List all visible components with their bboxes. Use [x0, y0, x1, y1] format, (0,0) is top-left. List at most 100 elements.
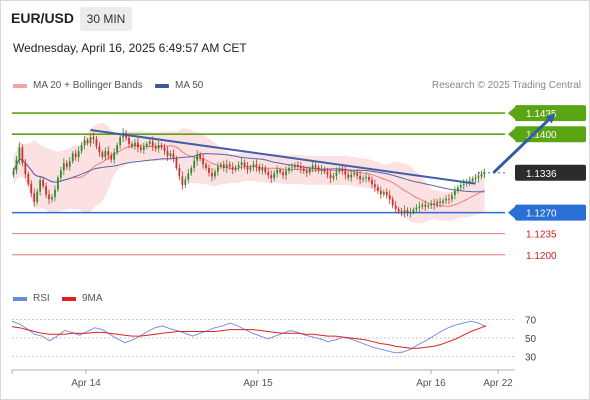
level-label-1-1270: 1.1270 [526, 209, 557, 220]
candle-body [89, 137, 92, 144]
candle-body [317, 167, 320, 171]
candle-body [462, 183, 465, 185]
candle-body [305, 171, 308, 173]
level-tag-pointer [508, 107, 515, 120]
timeframe-button[interactable]: 30 MIN [80, 7, 132, 31]
level-label-1-1235: 1.1235 [526, 230, 557, 241]
level-tag-1-1336 [515, 164, 586, 181]
candle-body [264, 167, 267, 173]
candle-body [27, 174, 30, 184]
candle-body [18, 147, 21, 160]
candle-body [338, 169, 341, 172]
candle-body [433, 203, 436, 205]
ma20-swatch [13, 83, 27, 88]
candle-body [219, 164, 222, 167]
candle-body [406, 210, 409, 214]
candle-body [285, 171, 287, 176]
candle-body [77, 151, 80, 158]
candle-body [291, 167, 293, 169]
candle-body [196, 154, 199, 161]
candle-body [454, 190, 456, 196]
rsi-ma-line [11, 325, 487, 349]
candle-body [276, 169, 279, 174]
candle-body [279, 169, 281, 173]
rsi-level-label: 30 [525, 353, 537, 364]
candle-body [335, 171, 338, 176]
ma20-legend-label: MA 20 + Bollinger Bands [33, 80, 143, 91]
candle-body [199, 154, 202, 159]
candle-body [222, 164, 225, 168]
rsi-ma-legend-label: 9MA [82, 293, 103, 304]
candle-body [240, 162, 243, 165]
candle-body [412, 209, 415, 213]
x-tick-label: Apr 22 [483, 378, 513, 389]
candle-body [323, 169, 326, 172]
candle-body [95, 139, 98, 147]
candle-body [350, 174, 353, 178]
bollinger-band [13, 123, 485, 224]
candle-body [302, 168, 305, 171]
candle-body [208, 167, 210, 173]
candle-body [137, 142, 139, 148]
candle-body [24, 163, 27, 175]
projection-arrow-shaft [492, 118, 551, 174]
candle-body [134, 142, 136, 147]
level-tag-1-1435 [515, 105, 586, 122]
level-tag-pointer [508, 128, 515, 141]
candle-body [68, 161, 71, 167]
candle-body [329, 174, 332, 179]
candle-body [436, 201, 439, 205]
candle-body [397, 209, 400, 212]
candle-body [243, 162, 246, 167]
candle-body [314, 165, 317, 168]
candle-body [12, 170, 15, 176]
candle-body [42, 180, 44, 187]
candle-body [101, 152, 104, 158]
candle-body [62, 163, 65, 171]
projection-arrow-head [545, 113, 556, 124]
candle-body [163, 147, 166, 152]
candle-body [80, 145, 83, 152]
candle-body [214, 171, 216, 177]
candle-body [359, 175, 361, 180]
candle-body [267, 172, 270, 176]
rsi-line [11, 320, 487, 354]
candle-body [294, 164, 296, 168]
candle-body [371, 180, 373, 185]
candle-body [228, 164, 231, 167]
candle-body [184, 179, 187, 185]
candle-body [45, 186, 47, 195]
candle-body [261, 167, 264, 171]
candle-body [110, 155, 113, 160]
candle-body [181, 176, 184, 185]
candle-body [418, 206, 421, 208]
candle-body [178, 167, 181, 177]
candle-body [131, 143, 133, 147]
candle-body [299, 166, 302, 169]
candle-body [246, 166, 249, 170]
legend-rsi: RSI [13, 293, 50, 304]
candle-body [326, 171, 329, 175]
candle-body [474, 177, 477, 179]
rsi-level-label: 70 [525, 315, 537, 326]
candle-body [445, 198, 447, 201]
candle-body [356, 172, 359, 176]
candle-body [92, 137, 95, 140]
candle-body [483, 172, 486, 175]
rsi-legend-label: RSI [33, 293, 50, 304]
candle-body [388, 195, 391, 200]
candle-body [344, 171, 347, 175]
legend-rsi-ma: 9MA [62, 293, 103, 304]
candle-body [54, 189, 56, 197]
candle-body [51, 196, 53, 200]
candle-body [225, 164, 228, 168]
candle-body [148, 141, 151, 144]
candle-body [308, 168, 311, 173]
candle-body [439, 201, 441, 203]
candle-body [249, 167, 252, 170]
candle-body [142, 146, 145, 150]
candle-body [427, 205, 430, 207]
candle-body [169, 153, 172, 156]
candle-body [57, 177, 59, 190]
